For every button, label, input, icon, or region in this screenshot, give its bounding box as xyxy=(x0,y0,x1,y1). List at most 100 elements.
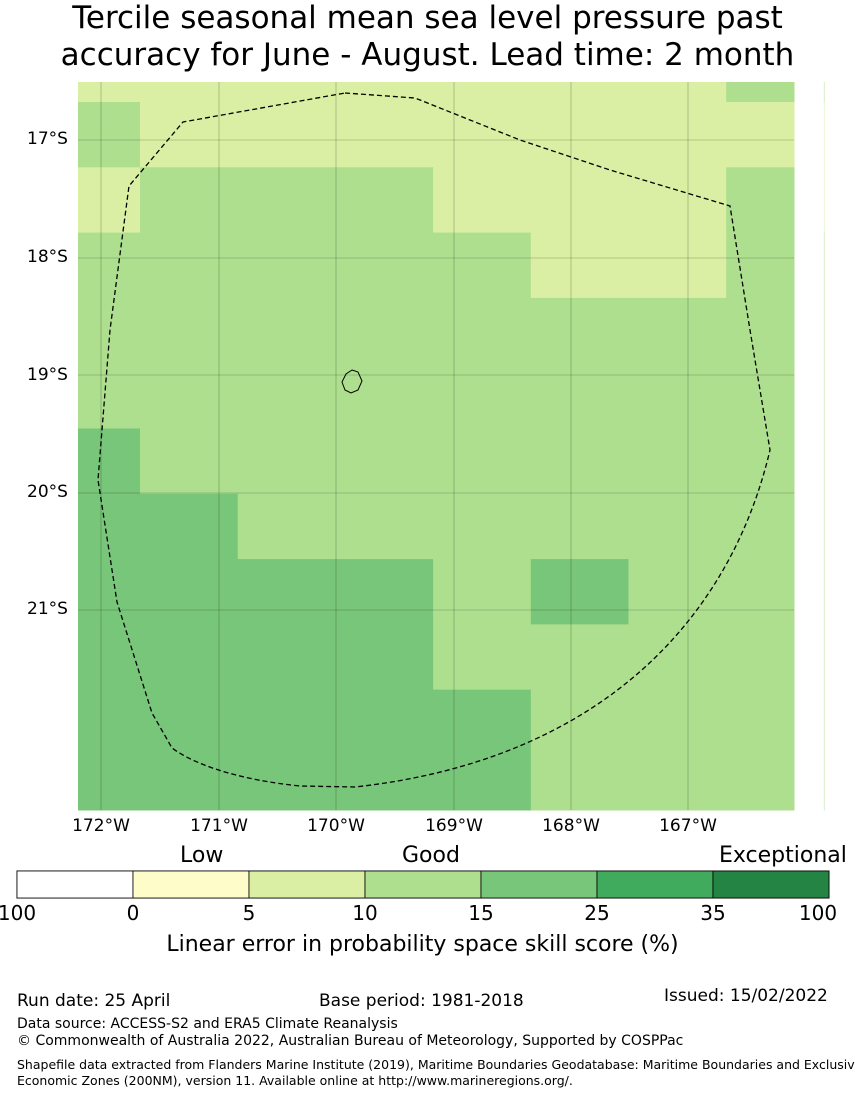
colorbar-swatch xyxy=(132,870,250,899)
skill-cell xyxy=(237,493,336,560)
map-title-line1: Tercile seasonal mean sea level pressure… xyxy=(72,0,783,36)
skill-cell xyxy=(78,232,141,299)
skill-cell xyxy=(140,297,239,364)
skill-cell xyxy=(628,493,727,560)
skill-cell xyxy=(628,102,727,168)
lon-label-171w: 171°W xyxy=(190,816,248,836)
colorbar-swatch xyxy=(480,870,598,899)
skill-cell xyxy=(78,624,141,691)
skill-cell xyxy=(628,297,727,364)
skill-cell xyxy=(237,232,336,299)
skill-cell xyxy=(335,363,434,429)
skill-cell xyxy=(140,428,239,495)
skill-cell xyxy=(726,102,795,168)
colorbar-swatch xyxy=(16,870,134,899)
skill-cell xyxy=(530,363,629,429)
lat-label-21s: 21°S xyxy=(27,599,68,619)
skill-cell xyxy=(140,167,239,234)
skill-cell xyxy=(628,82,727,103)
skill-cell xyxy=(628,363,727,429)
skill-cell xyxy=(78,689,141,811)
skill-cell xyxy=(726,559,795,625)
skill-cell xyxy=(237,102,336,168)
skill-cell xyxy=(237,363,336,429)
skill-cell xyxy=(335,493,434,560)
skill-cell xyxy=(823,428,825,495)
skill-cell xyxy=(140,102,239,168)
eez-boundary xyxy=(97,92,771,788)
skill-cell xyxy=(78,102,141,168)
skill-cell xyxy=(78,297,141,364)
skill-cell xyxy=(140,82,239,103)
skill-cell xyxy=(140,689,239,811)
lon-label-170w: 170°W xyxy=(307,816,365,836)
map-title-line2: accuracy for June - August. Lead time: 2… xyxy=(60,37,795,73)
skill-cell xyxy=(140,363,239,429)
copyright: © Commonwealth of Australia 2022, Austra… xyxy=(17,1033,684,1049)
data-source: Data source: ACCESS-S2 and ERA5 Climate … xyxy=(17,1016,398,1032)
lat-label-20s: 20°S xyxy=(27,482,68,502)
shapefile-credit-line1: Shapefile data extracted from Flanders M… xyxy=(17,1057,855,1072)
skill-cell xyxy=(237,689,336,811)
colorbar-swatch xyxy=(248,870,366,899)
skill-cell xyxy=(237,624,336,691)
colorbar-tick: 15 xyxy=(468,901,494,925)
lat-label-17s: 17°S xyxy=(27,129,68,149)
skill-cell xyxy=(433,297,532,364)
colorbar-swatch xyxy=(712,870,830,899)
lon-label-168w: 168°W xyxy=(542,816,600,836)
skill-cell xyxy=(433,624,532,691)
skill-cell xyxy=(433,689,532,811)
skill-cell xyxy=(433,559,532,625)
skill-cell xyxy=(78,363,141,429)
skill-cell xyxy=(433,82,532,103)
skill-cell xyxy=(335,167,434,234)
colorbar xyxy=(16,870,830,899)
skill-cell xyxy=(726,624,795,691)
skill-cell xyxy=(140,559,239,625)
skill-cell xyxy=(726,82,795,103)
colorbar-category-good: Good xyxy=(402,843,460,868)
skill-cell xyxy=(78,428,141,495)
skill-cell xyxy=(823,493,825,560)
skill-cell xyxy=(433,232,532,299)
skill-cell xyxy=(823,624,825,691)
colorbar-tick: 5 xyxy=(242,901,256,925)
skill-cell xyxy=(78,559,141,625)
colorbar-tick: 25 xyxy=(584,901,610,925)
skill-cell xyxy=(628,167,727,234)
skill-cell xyxy=(726,297,795,364)
skill-cell xyxy=(237,167,336,234)
skill-cell xyxy=(237,297,336,364)
skill-cell xyxy=(530,167,629,234)
skill-cell xyxy=(433,363,532,429)
colorbar-tick: 100 xyxy=(798,901,838,925)
skill-cell xyxy=(823,559,825,625)
skill-cell xyxy=(628,624,727,691)
skill-cell xyxy=(335,297,434,364)
skill-cell xyxy=(530,689,629,811)
colorbar-category-exceptional: Exceptional xyxy=(719,843,847,868)
skill-cell xyxy=(823,297,825,364)
skill-cell xyxy=(726,493,795,560)
skill-cell xyxy=(726,232,795,299)
lon-label-167w: 167°W xyxy=(659,816,717,836)
skill-cell xyxy=(140,493,239,560)
skill-grid xyxy=(78,82,825,811)
colorbar-tick: 0 xyxy=(126,901,140,925)
skill-cell xyxy=(726,167,795,234)
issued-date: Issued: 15/02/2022 xyxy=(664,986,828,1006)
base-period: Base period: 1981-2018 xyxy=(319,991,524,1011)
lat-label-18s: 18°S xyxy=(27,247,68,267)
colorbar-tick: 100 xyxy=(0,901,37,925)
skill-cell xyxy=(628,232,727,299)
skill-cell xyxy=(628,428,727,495)
skill-cell xyxy=(726,428,795,495)
skill-cell xyxy=(237,559,336,625)
skill-cell xyxy=(628,559,727,625)
skill-cell xyxy=(78,82,141,103)
colorbar-label: Linear error in probability space skill … xyxy=(166,932,679,957)
skill-cell xyxy=(335,428,434,495)
skill-cell xyxy=(237,428,336,495)
shapefile-credit-line2: Economic Zones (200NM), version 11. Avai… xyxy=(17,1073,573,1088)
